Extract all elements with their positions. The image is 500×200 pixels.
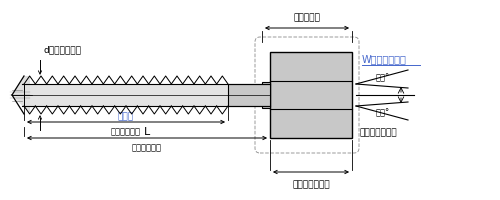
Text: ネジ深さ１９㎜: ネジ深さ１９㎜ [292,180,330,189]
Text: １８°: １８° [376,108,390,117]
Polygon shape [12,76,30,114]
Text: 六角対辺１７㎜: 六角対辺１７㎜ [360,128,398,137]
Text: W１／２－１２: W１／２－１２ [362,54,407,64]
Text: １８°: １８° [376,73,390,82]
Text: ２７．５㎜: ２７．５㎜ [294,13,320,22]
Text: d（ネジ外径）: d（ネジ外径） [44,45,82,54]
Text: （首下長さ）: （首下長さ） [132,143,162,152]
Text: ４５㎜: ４５㎜ [118,112,134,121]
Text: L: L [144,127,150,137]
Bar [262,82,270,108]
Bar [22,84,228,106]
Bar [270,52,352,138]
Text: （ネジ長さ）: （ネジ長さ） [111,127,141,136]
Bar [228,84,270,106]
